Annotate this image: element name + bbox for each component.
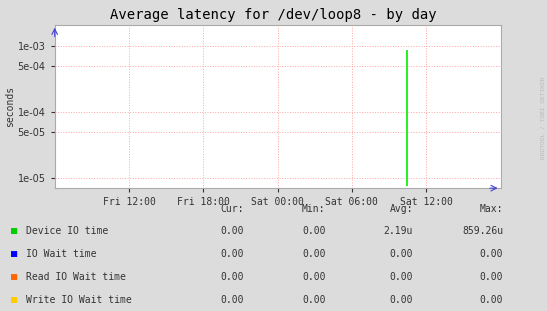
Text: Avg:: Avg: (389, 204, 413, 214)
Text: Read IO Wait time: Read IO Wait time (26, 272, 126, 282)
Text: 0.00: 0.00 (220, 226, 243, 236)
Text: Min:: Min: (302, 204, 325, 214)
Text: 0.00: 0.00 (480, 272, 503, 282)
Text: 0.00: 0.00 (389, 249, 413, 259)
Text: Device IO time: Device IO time (26, 226, 108, 236)
Text: 0.00: 0.00 (302, 295, 325, 304)
Text: Cur:: Cur: (220, 204, 243, 214)
Text: Max:: Max: (480, 204, 503, 214)
Text: RRDTOOL / TOBI OETIKER: RRDTOOL / TOBI OETIKER (541, 77, 546, 160)
Text: Average latency for /dev/loop8 - by day: Average latency for /dev/loop8 - by day (110, 8, 437, 22)
Text: 0.00: 0.00 (480, 249, 503, 259)
Text: ■: ■ (11, 249, 17, 259)
Text: 0.00: 0.00 (302, 249, 325, 259)
Text: 0.00: 0.00 (220, 295, 243, 304)
Text: 0.00: 0.00 (389, 295, 413, 304)
Text: 0.00: 0.00 (302, 272, 325, 282)
Text: 859.26u: 859.26u (462, 226, 503, 236)
Text: 0.00: 0.00 (220, 249, 243, 259)
Text: Write IO Wait time: Write IO Wait time (26, 295, 132, 304)
Text: 0.00: 0.00 (389, 272, 413, 282)
Text: ■: ■ (11, 272, 17, 282)
Text: ■: ■ (11, 295, 17, 304)
Text: 2.19u: 2.19u (383, 226, 413, 236)
Text: IO Wait time: IO Wait time (26, 249, 97, 259)
Text: 0.00: 0.00 (220, 272, 243, 282)
Text: 0.00: 0.00 (302, 226, 325, 236)
Text: ■: ■ (11, 226, 17, 236)
Text: 0.00: 0.00 (480, 295, 503, 304)
Y-axis label: seconds: seconds (5, 86, 15, 127)
